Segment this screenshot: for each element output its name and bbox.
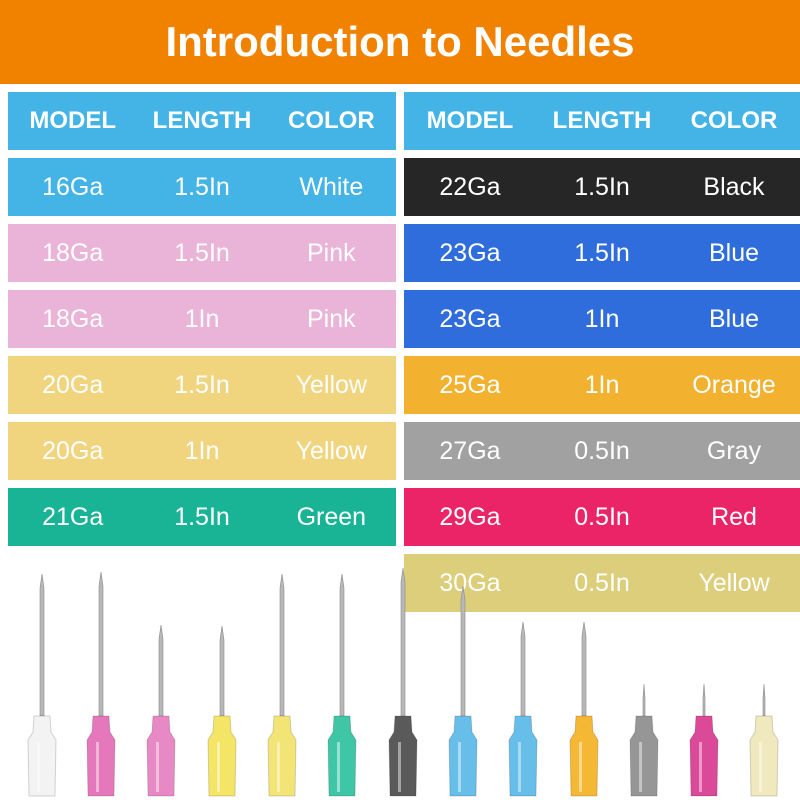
cell-length: 1.5In xyxy=(574,172,630,201)
needle-illustration xyxy=(27,567,779,797)
cell-color: Yellow xyxy=(295,436,367,465)
needle-icon xyxy=(629,683,659,797)
cell-model: 18Ga xyxy=(42,238,104,267)
cell-length: 1In xyxy=(584,370,620,399)
needle-icon xyxy=(508,621,538,797)
cell-length: 1.5In xyxy=(574,238,630,267)
cell-length: 0.5In xyxy=(574,436,630,465)
table-row: 30Ga 0.5In Yellow xyxy=(404,554,800,612)
needle-icon xyxy=(448,585,478,797)
header-color: COLOR xyxy=(690,107,778,134)
cell-model: 27Ga xyxy=(439,436,501,465)
cell-length: 1In xyxy=(184,304,220,333)
cell-color: White xyxy=(299,172,364,201)
table-row: 22Ga 1.5In Black xyxy=(404,158,800,216)
cell-model: 30Ga xyxy=(439,568,501,597)
cell-model: 29Ga xyxy=(439,502,501,531)
table-header-left: MODEL LENGTH COLOR xyxy=(8,92,396,150)
needle-icon xyxy=(327,573,357,797)
cell-model: 22Ga xyxy=(439,172,501,201)
cell-length: 1.5In xyxy=(174,502,230,531)
cell-length: 1.5In xyxy=(174,238,230,267)
cell-color: Blue xyxy=(708,304,760,333)
table-row: 18Ga 1In Pink xyxy=(8,290,396,348)
cell-model: 16Ga xyxy=(42,172,104,201)
cell-color: Pink xyxy=(307,238,356,267)
needle-icon xyxy=(388,567,418,797)
needle-icon xyxy=(27,573,57,797)
cell-model: 23Ga xyxy=(439,304,501,333)
page-title: Introduction to Needles xyxy=(165,18,635,65)
needle-icon xyxy=(146,624,176,797)
cell-model: 23Ga xyxy=(439,238,501,267)
table-row: 27Ga 0.5In Gray xyxy=(404,422,800,480)
cell-color: Red xyxy=(711,502,757,531)
cell-model: 21Ga xyxy=(42,502,104,531)
cell-color: Black xyxy=(703,172,765,201)
cell-length: 1In xyxy=(184,436,220,465)
needle-icon xyxy=(689,683,719,797)
header-model: MODEL xyxy=(29,107,116,134)
table-row: 23Ga 1.5In Blue xyxy=(404,224,800,282)
table-row: 20Ga 1In Yellow xyxy=(8,422,396,480)
cell-model: 18Ga xyxy=(42,304,104,333)
cell-color: Gray xyxy=(706,436,762,465)
table-row: 25Ga 1In Orange xyxy=(404,356,800,414)
table-row: 18Ga 1.5In Pink xyxy=(8,224,396,282)
needle-icon xyxy=(569,621,599,797)
table-row: 21Ga 1.5In Green xyxy=(8,488,396,546)
cell-length: 0.5In xyxy=(574,568,630,597)
cell-color: Pink xyxy=(307,304,356,333)
header-color: COLOR xyxy=(287,107,375,134)
cell-model: 20Ga xyxy=(42,370,104,399)
needle-icon xyxy=(749,683,779,797)
cell-color: Blue xyxy=(708,238,760,267)
cell-length: 0.5In xyxy=(574,502,630,531)
needle-icon xyxy=(267,573,297,797)
table-row: 16Ga 1.5In White xyxy=(8,158,396,216)
header-model: MODEL xyxy=(426,107,514,134)
cell-color: Green xyxy=(296,502,367,531)
cell-color: Yellow xyxy=(698,568,770,597)
header-length: LENGTH xyxy=(152,107,252,134)
table-row: 20Ga 1.5In Yellow xyxy=(8,356,396,414)
needle-icon xyxy=(207,625,237,797)
table-row: 23Ga 1In Blue xyxy=(404,290,800,348)
cell-color: Orange xyxy=(692,370,776,399)
table-row: 29Ga 0.5In Red xyxy=(404,488,800,546)
cell-model: 25Ga xyxy=(439,370,501,399)
header-length: LENGTH xyxy=(552,107,652,134)
title-banner: Introduction to Needles xyxy=(0,0,800,84)
cell-length: 1.5In xyxy=(174,172,230,201)
cell-length: 1In xyxy=(584,304,620,333)
table-header-right: MODEL LENGTH COLOR xyxy=(404,92,800,150)
cell-model: 20Ga xyxy=(42,436,104,465)
cell-length: 1.5In xyxy=(174,370,230,399)
cell-color: Yellow xyxy=(295,370,367,399)
needle-icon xyxy=(86,571,116,797)
